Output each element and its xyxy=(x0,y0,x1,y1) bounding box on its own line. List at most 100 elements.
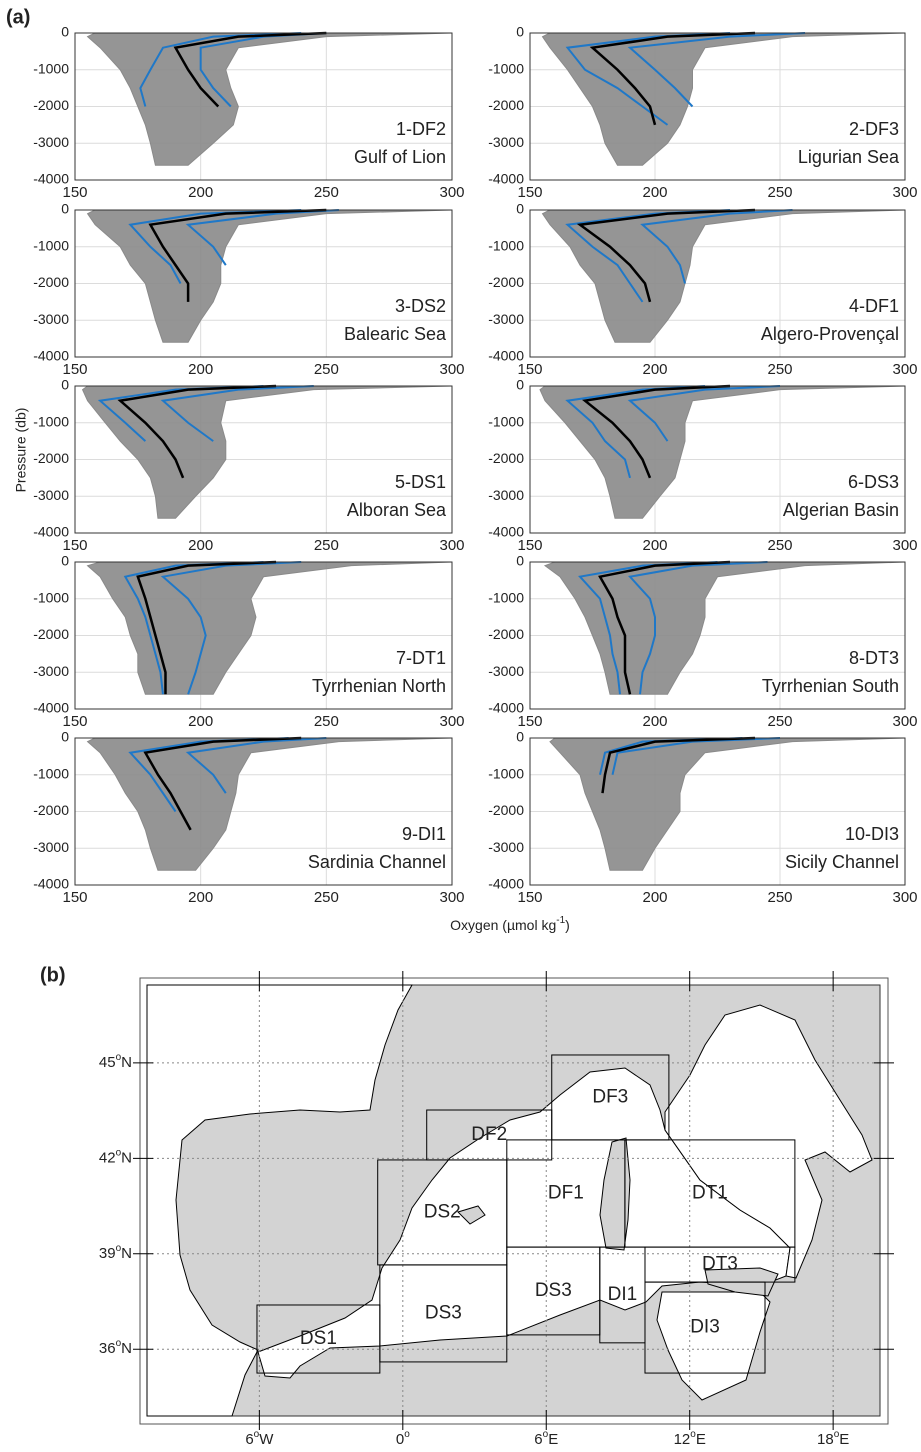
x-tick-label: 200 xyxy=(642,713,667,730)
x-axis-label-text: Oxygen (µmol kg xyxy=(450,917,556,933)
panel-region: Algerian Basin xyxy=(783,500,899,520)
region-label: DS2 xyxy=(424,1201,461,1222)
panel-region: Ligurian Sea xyxy=(798,147,900,167)
tick-number: 6 xyxy=(534,1431,542,1448)
tick-hemisphere: E xyxy=(696,1431,706,1448)
panel-id: 3-DS2 xyxy=(395,296,446,316)
y-tick-label: -3000 xyxy=(488,487,524,503)
x-tick-label: 300 xyxy=(439,889,464,906)
profile-envelope xyxy=(86,561,453,695)
x-tick-label: 150 xyxy=(517,184,542,201)
x-tick-label: 150 xyxy=(517,537,542,554)
y-tick-label: -1000 xyxy=(488,237,524,253)
panel-region: Algero-Provençal xyxy=(761,324,899,344)
map-tick-label: 12oE xyxy=(674,1429,706,1448)
x-tick-label: 200 xyxy=(642,361,667,378)
x-tick-label: 250 xyxy=(767,713,792,730)
y-tick-label: -3000 xyxy=(488,839,524,855)
y-tick-label: 0 xyxy=(516,553,524,569)
atlantic xyxy=(146,984,413,1417)
map-tick-label: 0o xyxy=(396,1429,410,1448)
y-tick-label: -2000 xyxy=(33,626,69,642)
y-tick-label: -3000 xyxy=(33,311,69,327)
y-tick-label: -3000 xyxy=(488,134,524,150)
axes-box xyxy=(529,32,906,181)
y-tick-label: -3000 xyxy=(33,487,69,503)
profile-line xyxy=(601,736,756,794)
map-tick-label: 42oN xyxy=(99,1147,132,1166)
tick-hemisphere: E xyxy=(839,1431,849,1448)
map-tick-label: 39oN xyxy=(99,1242,132,1261)
map-tick-label: 45oN xyxy=(99,1052,132,1071)
x-tick-label: 250 xyxy=(767,184,792,201)
x-axis-label-sup: -1 xyxy=(556,915,565,926)
y-tick-label: -2000 xyxy=(33,274,69,290)
profile-line xyxy=(136,560,277,695)
axes-box xyxy=(529,737,906,886)
x-tick-label: 300 xyxy=(892,361,917,378)
profile-line xyxy=(143,736,302,831)
tick-number: 12 xyxy=(674,1431,691,1448)
x-tick-label: 200 xyxy=(188,361,213,378)
profile-line xyxy=(627,385,781,442)
tick-number: 6 xyxy=(245,1431,253,1448)
x-tick-label: 300 xyxy=(439,361,464,378)
x-tick-label: 200 xyxy=(642,537,667,554)
y-tick-label: -4000 xyxy=(33,348,69,364)
y-tick-label: -3000 xyxy=(33,839,69,855)
y-tick-label: -2000 xyxy=(488,802,524,818)
profile-envelope xyxy=(81,385,453,519)
axes-box xyxy=(529,209,906,358)
profile-envelope xyxy=(541,32,906,166)
y-tick-label: 0 xyxy=(516,729,524,745)
profile-line xyxy=(185,737,327,794)
x-tick-label: 200 xyxy=(642,889,667,906)
y-tick-label: 0 xyxy=(61,377,69,393)
profile-line xyxy=(565,209,731,303)
panel-id: 7-DT1 xyxy=(396,648,446,668)
panel-region: Tyrrhenian South xyxy=(762,676,899,696)
tick-number: 45 xyxy=(99,1054,116,1071)
panel-id: 2-DF3 xyxy=(849,119,899,139)
profile-line xyxy=(123,561,264,695)
profile-envelope xyxy=(543,561,906,695)
y-tick-label: -2000 xyxy=(488,274,524,290)
x-tick-label: 300 xyxy=(439,537,464,554)
axes-box xyxy=(74,385,453,534)
region-label: DF1 xyxy=(548,1183,584,1204)
x-tick-label: 250 xyxy=(767,537,792,554)
corsica-sardinia xyxy=(599,1137,631,1251)
profile-line xyxy=(598,560,731,695)
tick-number: 42 xyxy=(99,1149,116,1166)
profile-line xyxy=(160,561,302,695)
tick-hemisphere: N xyxy=(121,1054,132,1071)
profile-line xyxy=(578,561,718,695)
panel-region: Gulf of Lion xyxy=(354,147,446,167)
axes-box xyxy=(74,32,453,181)
region-label: DI3 xyxy=(690,1317,720,1338)
x-tick-label: 200 xyxy=(188,537,213,554)
panel-id: 9-DI1 xyxy=(402,824,446,844)
profile-line xyxy=(160,385,314,442)
y-tick-label: 0 xyxy=(516,377,524,393)
profile-line xyxy=(582,384,731,479)
region-label: DF3 xyxy=(592,1086,628,1107)
y-tick-label: 0 xyxy=(516,201,524,217)
y-tick-label: -4000 xyxy=(488,171,524,187)
y-tick-label: -2000 xyxy=(488,626,524,642)
y-tick-label: -4000 xyxy=(488,348,524,364)
y-tick-label: -2000 xyxy=(33,450,69,466)
tick-hemisphere: N xyxy=(121,1245,132,1262)
profile-envelope xyxy=(86,32,453,166)
y-tick-label: -1000 xyxy=(33,765,69,781)
profile-line xyxy=(128,209,302,284)
italy xyxy=(664,1004,873,1279)
tick-degree: o xyxy=(690,1429,696,1440)
y-tick-label: -2000 xyxy=(488,97,524,113)
tick-degree: o xyxy=(116,1338,122,1349)
map-tick-label: 36oN xyxy=(99,1338,132,1357)
y-tick-label: -4000 xyxy=(33,700,69,716)
axes-box xyxy=(74,209,453,358)
